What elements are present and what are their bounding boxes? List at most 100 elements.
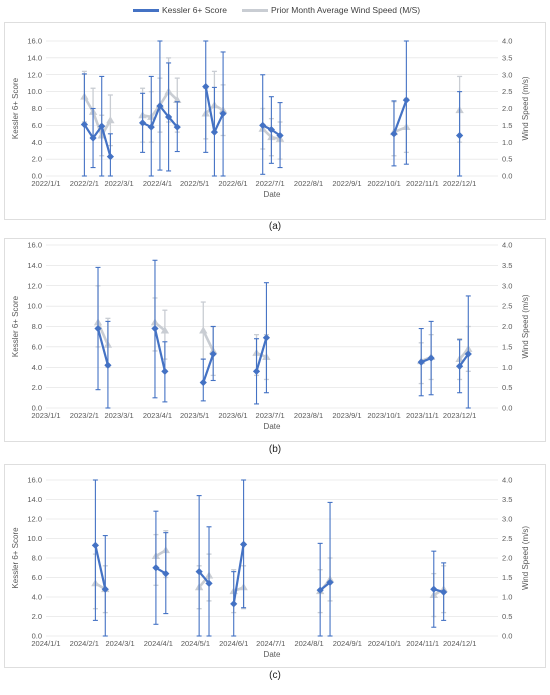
kessler-point — [89, 134, 97, 142]
kessler-point — [262, 334, 271, 342]
y-tick-label: 6.0 — [32, 121, 42, 130]
y-tick-label: 14.0 — [27, 53, 42, 62]
x-tick-label: 2024/6/1 — [219, 639, 248, 648]
chart-legend: Kessler 6+ Score Prior Month Average Win… — [0, 0, 550, 22]
x-axis-title: Date — [264, 650, 281, 659]
y-tick-label: 4.0 — [32, 593, 42, 602]
y-tick-label: 14.0 — [27, 261, 42, 270]
kessler-point — [138, 119, 147, 127]
y-tick-label: 8.0 — [32, 104, 42, 113]
wind-series-line — [202, 330, 215, 352]
x-tick-label: 2022/3/1 — [104, 179, 133, 188]
y2-tick-label: 1.0 — [502, 138, 512, 147]
kessler-series-line — [255, 337, 268, 372]
y-axis-title: Kessler 6+ Score — [11, 77, 20, 139]
panel-frame — [4, 464, 546, 668]
x-tick-label: 2022/1/1 — [31, 179, 60, 188]
legend-swatch-wind — [242, 9, 268, 12]
y2-tick-label: 2.5 — [502, 87, 512, 96]
panel-label-b: (b) — [268, 444, 282, 455]
kessler-point — [91, 541, 99, 549]
y2-tick-label: 3.5 — [502, 261, 512, 270]
kessler-point — [456, 362, 464, 370]
y-tick-label: 4.0 — [32, 363, 42, 372]
kessler-point — [210, 128, 219, 136]
y-axis-title: Kessler 6+ Score — [11, 527, 20, 589]
y-tick-label: 16.0 — [27, 476, 42, 485]
y-tick-label: 10.0 — [27, 534, 42, 543]
x-axis-title: Date — [264, 422, 281, 431]
y2-axis-title: Wind Speed (m/s) — [521, 526, 530, 590]
kessler-point — [326, 578, 334, 586]
kessler-point — [230, 600, 238, 608]
chart-panel-a: 0.0 2.0 4.0 6.0 8.0 10.0 12.0 14.0 16.0 0.0 0.5 1.0… — [4, 22, 546, 220]
kessler-point — [104, 361, 112, 369]
wind-point — [160, 326, 170, 334]
y-tick-label: 2.0 — [32, 383, 42, 392]
y2-tick-label: 0.0 — [502, 404, 512, 413]
kessler-point — [152, 564, 160, 572]
x-tick-label: 2023/4/1 — [143, 411, 172, 420]
kessler-point — [80, 120, 88, 129]
legend-label-kessler: Kessler 6+ Score — [162, 5, 227, 15]
kessler-point — [267, 125, 275, 134]
x-tick-label: 2022/2/1 — [70, 179, 99, 188]
x-tick-label: 2023/2/1 — [70, 411, 99, 420]
kessler-series-line — [392, 99, 408, 135]
y2-axis-title: Wind Speed (m/s) — [521, 76, 530, 140]
x-tick-label: 2023/6/1 — [218, 411, 247, 420]
kessler-point — [161, 367, 169, 375]
kessler-point — [156, 102, 164, 110]
kessler-point — [147, 123, 155, 131]
y-tick-label: 16.0 — [27, 37, 42, 46]
x-tick-label: 2022/8/1 — [294, 179, 323, 188]
kessler-point — [390, 130, 398, 138]
y2-tick-label: 4.0 — [502, 241, 512, 250]
kessler-point — [252, 367, 261, 375]
y-tick-label: 14.0 — [27, 495, 42, 504]
x-tick-label: 2022/9/1 — [332, 179, 361, 188]
y2-tick-label: 1.0 — [502, 363, 512, 372]
y2-tick-label: 0.0 — [502, 632, 512, 641]
kessler-series-line — [94, 545, 107, 590]
wind-point — [106, 116, 115, 124]
panel-label-c: (c) — [269, 670, 281, 681]
kessler-point — [316, 586, 324, 594]
panel-frame — [4, 22, 546, 220]
wind-point — [199, 326, 208, 334]
y2-tick-label: 2.0 — [502, 554, 512, 563]
y-tick-label: 8.0 — [32, 554, 42, 563]
kessler-point — [173, 123, 181, 131]
wind-series-line — [96, 321, 110, 346]
kessler-point — [259, 121, 267, 129]
y2-tick-label: 0.5 — [502, 155, 512, 164]
kessler-point — [199, 378, 207, 387]
kessler-series-line — [232, 544, 245, 604]
y2-tick-label: 2.0 — [502, 322, 512, 331]
x-tick-label: 2022/12/1 — [443, 179, 476, 188]
kessler-point — [164, 113, 173, 121]
y2-tick-label: 4.0 — [502, 476, 512, 485]
y2-tick-label: 0.0 — [502, 172, 512, 181]
y-tick-label: 10.0 — [27, 302, 42, 311]
y2-tick-label: 1.5 — [502, 573, 512, 582]
x-tick-label: 2023/7/1 — [256, 411, 285, 420]
y-tick-label: 12.0 — [27, 70, 42, 79]
x-tick-label: 2022/7/1 — [256, 179, 285, 188]
kessler-point — [464, 350, 472, 358]
kessler-point — [430, 585, 438, 593]
x-tick-label: 2022/6/1 — [218, 179, 247, 188]
x-tick-label: 2023/9/1 — [332, 411, 361, 420]
y-tick-label: 0.0 — [32, 172, 42, 181]
kessler-series-line — [202, 353, 215, 383]
y2-tick-label: 0.5 — [502, 612, 512, 621]
legend-label-wind: Prior Month Average Wind Speed (M/S) — [271, 5, 421, 15]
kessler-point — [276, 131, 284, 140]
x-tick-label: 2024/2/1 — [70, 639, 99, 648]
x-tick-label: 2024/4/1 — [144, 639, 173, 648]
chart-panel-b: 0.0 2.0 4.0 6.0 8.0 10.0 12.0 14.0 16.0 0.0 0.5 1.0… — [4, 238, 546, 442]
x-tick-label: 2024/9/1 — [333, 639, 362, 648]
y2-tick-label: 3.5 — [502, 53, 512, 62]
kessler-point — [106, 152, 114, 161]
kessler-point — [239, 540, 248, 548]
